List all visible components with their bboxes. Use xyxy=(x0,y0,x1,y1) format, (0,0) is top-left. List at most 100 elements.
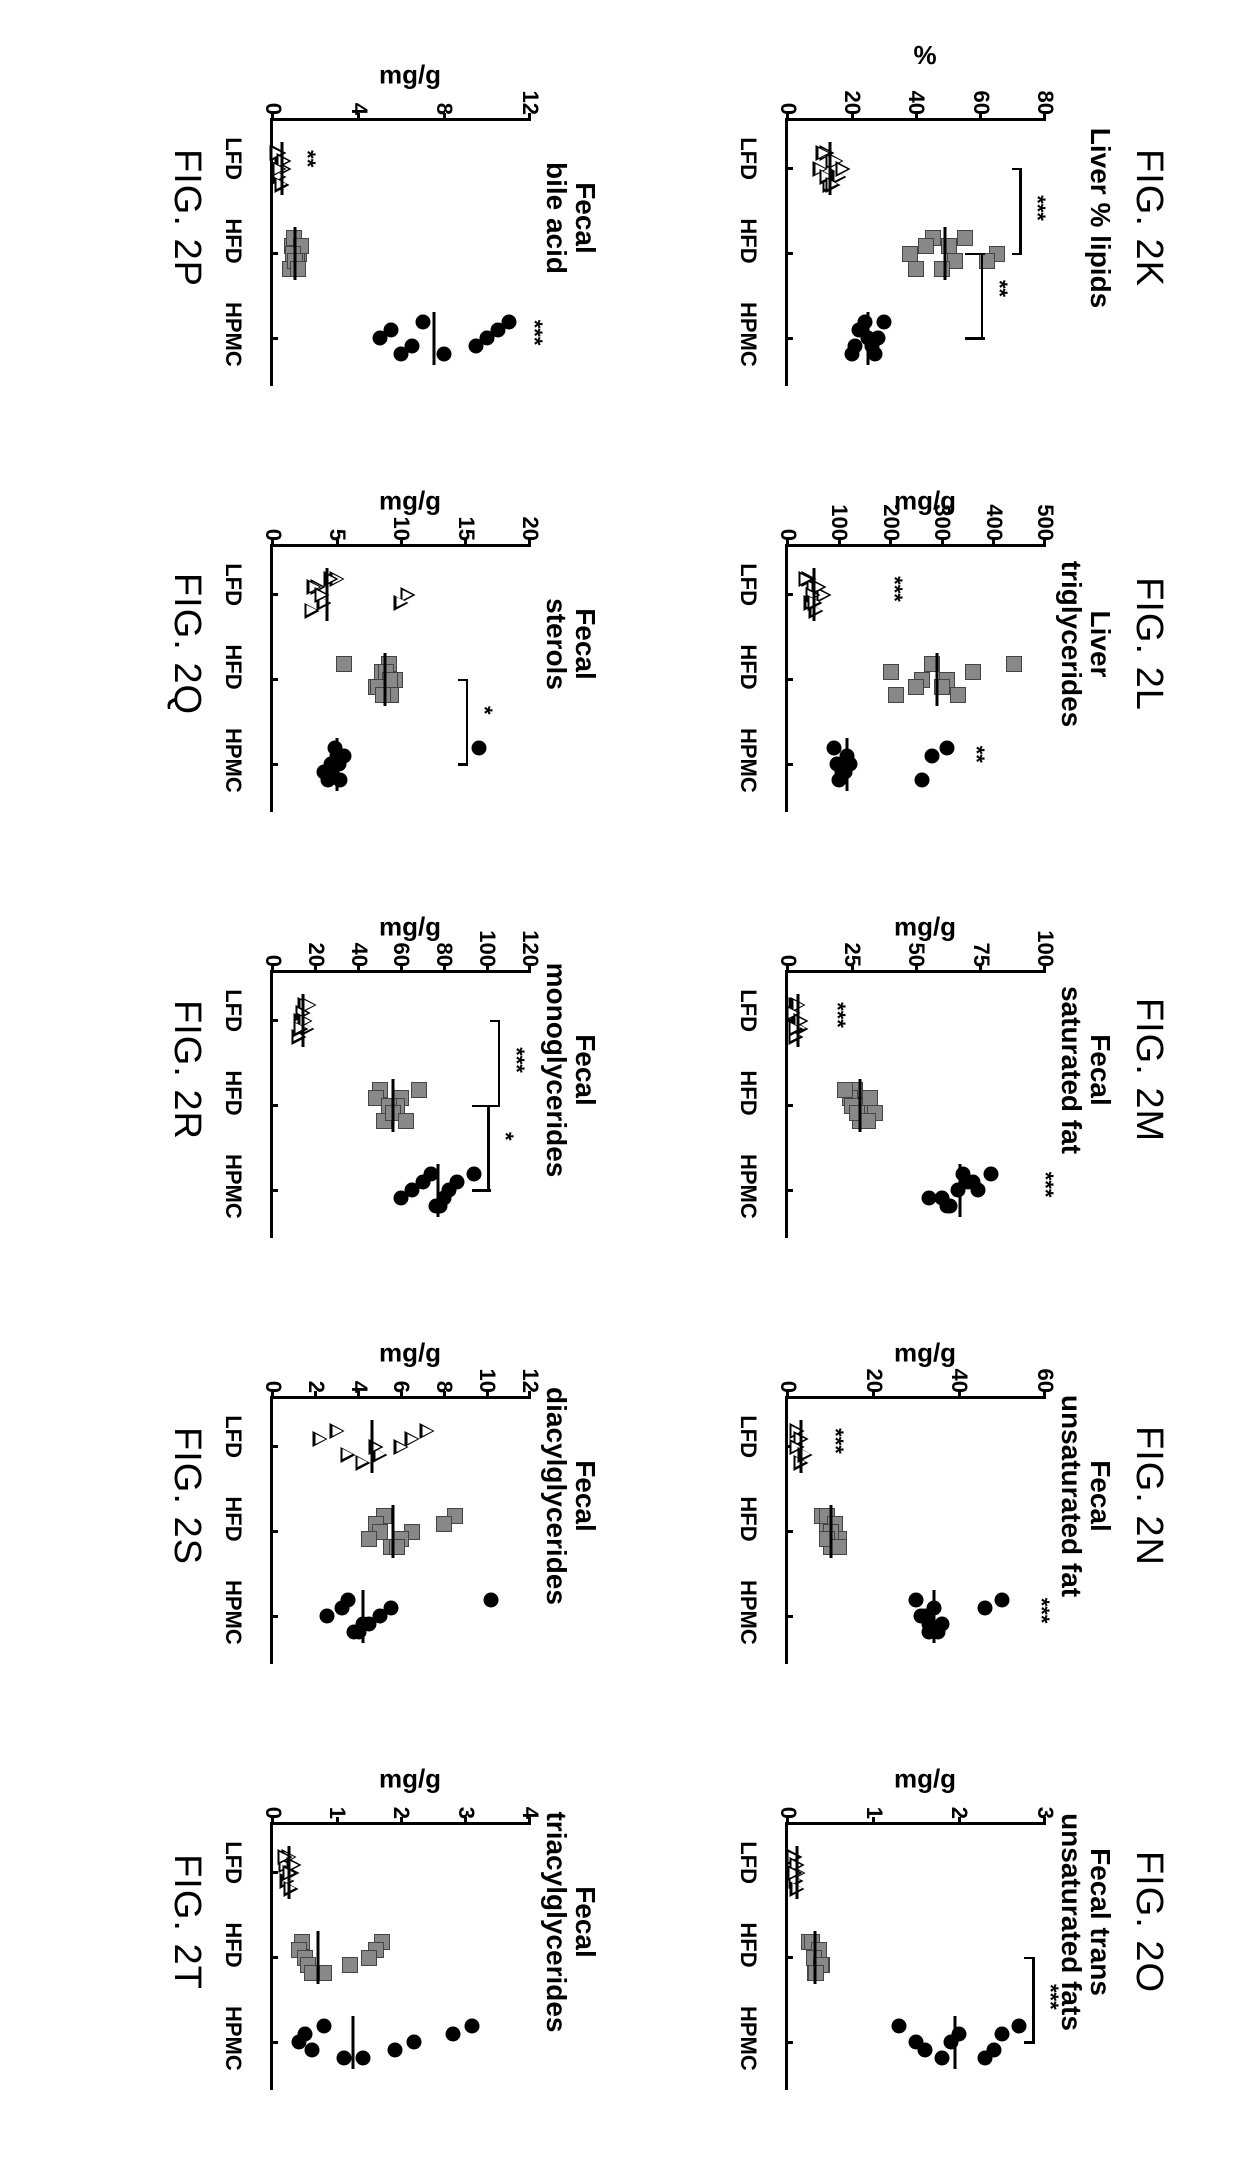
plot-area: 0123*** xyxy=(785,1822,1045,2090)
circle-marker xyxy=(909,2035,924,2050)
circle-marker xyxy=(914,773,929,788)
x-tick-mark xyxy=(785,1189,793,1192)
y-tick-label: 75 xyxy=(968,921,994,967)
data-point xyxy=(313,1431,328,1447)
x-axis-labels: LFDHFDHPMC xyxy=(220,118,246,386)
y-tick-mark xyxy=(272,965,275,973)
x-tick-label: LFD xyxy=(220,989,246,1032)
x-tick-label: HFD xyxy=(735,1922,761,1967)
data-point xyxy=(317,2019,332,2034)
chart-title: Fecal transunsaturated fats xyxy=(1056,1742,1115,2102)
x-axis-labels: LFDHFDHPMC xyxy=(735,1822,761,2090)
scatter-panel: Livertriglyceridesmg/g0100200300400500**… xyxy=(735,464,1115,824)
significance-label: *** xyxy=(881,576,907,602)
figure-label-bottom: FIG. 2S xyxy=(165,1427,208,1565)
data-point xyxy=(283,1881,298,1897)
x-tick-mark xyxy=(785,1615,793,1618)
y-tick-mark xyxy=(314,1391,317,1399)
x-tick-mark xyxy=(270,337,278,340)
y-tick-label: 0 xyxy=(775,921,801,967)
x-tick-label: HPMC xyxy=(735,302,761,367)
figure-label-bottom: FIG. 2R xyxy=(165,1000,208,1140)
data-point xyxy=(355,2051,370,2066)
x-tick-mark xyxy=(785,593,793,596)
x-tick-label: HPMC xyxy=(735,728,761,793)
chart-title: Livertriglycerides xyxy=(1056,464,1115,824)
data-point xyxy=(330,1423,345,1439)
significance-label: *** xyxy=(1024,195,1050,221)
chart-title: Liver % lipids xyxy=(1086,38,1115,398)
sig-bracket-leg xyxy=(458,763,468,766)
circle-marker xyxy=(978,1601,993,1616)
sig-bracket-leg xyxy=(1024,2041,1034,2044)
square-marker xyxy=(342,1957,358,1973)
significance-label: *** xyxy=(1032,1172,1058,1198)
y-tick-mark xyxy=(941,539,944,547)
figure-label-bottom: FIG. 2Q xyxy=(165,573,208,715)
figure-label-top: FIG. 2K xyxy=(1127,149,1170,287)
figure-label-top: FIG. 2M xyxy=(1127,998,1170,1142)
significance-label: *** xyxy=(824,1002,850,1028)
sig-bracket-leg xyxy=(490,1020,500,1023)
circle-marker xyxy=(471,741,486,756)
circle-marker xyxy=(319,1609,334,1624)
y-tick-label: 25 xyxy=(839,921,865,967)
plot-area: 0255075100****** xyxy=(785,970,1045,1238)
square-marker xyxy=(361,1950,377,1966)
circle-marker xyxy=(892,2019,907,2034)
data-point xyxy=(1012,2019,1027,2034)
circle-marker xyxy=(984,1167,999,1182)
circle-marker xyxy=(388,2043,403,2058)
data-point xyxy=(437,347,452,362)
data-point xyxy=(436,1516,452,1532)
data-point xyxy=(394,347,409,362)
data-point xyxy=(888,687,904,703)
x-tick-mark xyxy=(270,1445,278,1448)
data-point xyxy=(831,1539,847,1555)
data-point xyxy=(420,1423,435,1439)
y-tick-mark xyxy=(357,965,360,973)
data-point xyxy=(471,741,486,756)
y-tick-label: 2 xyxy=(303,1347,329,1393)
y-tick-label: 100 xyxy=(474,921,500,967)
median-bar xyxy=(846,738,849,791)
sig-bracket-leg xyxy=(1024,1957,1034,1960)
y-tick-mark xyxy=(486,965,489,973)
y-tick-label: 60 xyxy=(1032,1347,1058,1393)
significance-label: * xyxy=(492,1132,518,1141)
y-tick-mark xyxy=(357,113,360,121)
figure-label-bottom: FIG. 2P xyxy=(165,149,208,287)
sig-bracket-leg xyxy=(965,253,984,256)
scatter-panel: Fecalsaturated fatmg/g0255075100******LF… xyxy=(735,890,1115,1250)
median-bar xyxy=(280,142,283,195)
x-tick-label: HFD xyxy=(220,218,246,263)
data-point xyxy=(860,1113,876,1129)
square-marker xyxy=(336,656,352,672)
x-tick-mark xyxy=(270,2041,278,2044)
x-tick-mark xyxy=(270,252,278,255)
median-bar xyxy=(858,1079,861,1132)
panel-cell: FIG. 2OFecal transunsaturated fatsmg/g01… xyxy=(640,1724,1170,2120)
y-tick-label: 10 xyxy=(389,495,415,541)
x-tick-mark xyxy=(785,763,793,766)
x-axis-labels: LFDHFDHPMC xyxy=(220,1822,246,2090)
data-point xyxy=(848,339,863,354)
circle-marker xyxy=(469,339,484,354)
x-tick-label: HFD xyxy=(220,1922,246,1967)
y-tick-mark xyxy=(443,965,446,973)
x-tick-label: HFD xyxy=(220,1070,246,1115)
circle-marker xyxy=(971,1183,986,1198)
triangle-marker xyxy=(394,1439,409,1455)
data-point xyxy=(909,2035,924,2050)
median-bar xyxy=(812,568,815,621)
median-bar xyxy=(799,1420,802,1473)
y-tick-label: 3 xyxy=(453,1773,479,1819)
sig-bracket xyxy=(466,680,469,765)
circle-marker xyxy=(940,741,955,756)
y-tick-mark xyxy=(787,113,790,121)
y-tick-mark xyxy=(400,1391,403,1399)
median-bar xyxy=(436,1164,439,1217)
circle-marker xyxy=(355,2051,370,2066)
data-point xyxy=(935,2051,950,2066)
y-tick-mark xyxy=(1044,539,1047,547)
